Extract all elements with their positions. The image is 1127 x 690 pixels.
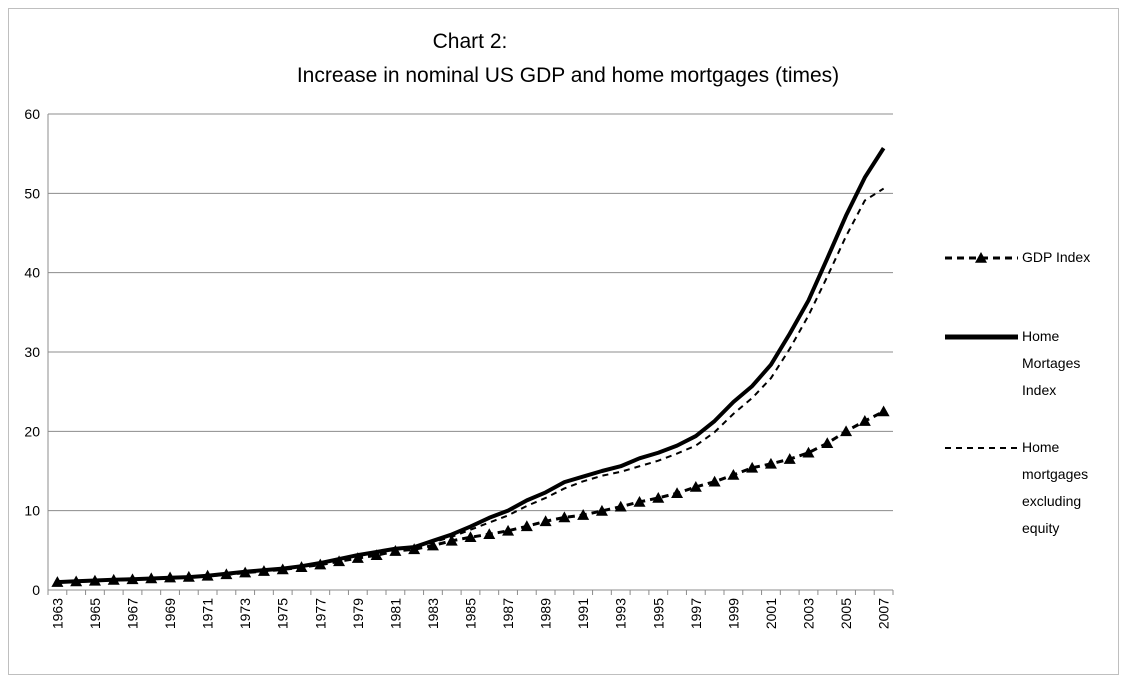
x-tick-label: 1977 [312,598,328,629]
series-marker [445,534,458,546]
series-marker [577,509,590,520]
series-marker [783,453,796,464]
x-tick-label: 1997 [688,598,704,629]
series-marker [821,437,834,449]
series-line [57,147,886,585]
series-marker [764,457,777,469]
y-tick-label: 10 [24,503,40,519]
series-line [57,410,885,584]
series-marker [802,446,815,458]
x-tick-label: 1993 [613,598,629,629]
chart-frame [8,8,1119,675]
series-marker [633,495,646,507]
series-marker [464,531,477,543]
series-marker [483,528,496,540]
x-tick-label: 1983 [425,598,441,629]
series-marker [426,539,439,551]
series-marker [520,520,533,532]
legend-label: GDP Index [1022,249,1091,265]
series-marker [727,468,740,480]
x-tick-label: 1987 [500,598,516,629]
series-marker [370,549,383,561]
x-tick-label: 2001 [763,598,779,629]
x-tick-label: 1979 [350,598,366,629]
series-marker [595,504,608,516]
x-tick-label: 2007 [876,598,892,629]
series-marker [840,425,853,437]
x-tick-label: 1971 [200,598,216,629]
y-tick-label: 20 [24,423,40,439]
y-tick-label: 30 [24,344,40,360]
legend-label: Home Mortages Index [1022,328,1081,398]
series-marker [614,500,627,512]
series-marker [558,511,571,523]
series-marker [689,480,702,492]
y-tick-label: 40 [24,265,40,281]
x-tick-label: 1965 [87,598,103,629]
y-tick-label: 50 [24,185,40,201]
series-marker [351,552,364,563]
x-tick-label: 1999 [725,598,741,629]
x-tick-label: 1989 [538,598,554,629]
x-tick-label: 2005 [838,598,854,629]
x-tick-label: 1985 [463,598,479,629]
series-marker [502,524,515,536]
x-tick-label: 1995 [650,598,666,629]
legend-marker [975,252,987,263]
series-marker [877,405,890,417]
y-tick-label: 60 [24,106,40,122]
series-marker [858,415,871,426]
series-marker [708,475,721,487]
x-tick-label: 1973 [237,598,253,629]
series-marker [539,515,552,527]
x-tick-label: 1963 [49,598,65,629]
legend-label: Home mortgages excluding equity [1022,439,1089,536]
chart-title: Increase in nominal US GDP and home mort… [297,64,839,87]
series-marker [746,461,759,473]
series-marker [652,491,665,503]
x-tick-label: 1975 [275,598,291,629]
chart-title: Chart 2: [433,30,508,53]
series-marker [671,487,684,499]
y-tick-label: 0 [32,582,40,598]
x-tick-label: 2003 [801,598,817,629]
x-tick-label: 1969 [162,598,178,629]
x-tick-label: 1991 [575,598,591,629]
x-tick-label: 1981 [387,598,403,629]
series-line [57,187,885,584]
x-tick-label: 1967 [125,598,141,629]
